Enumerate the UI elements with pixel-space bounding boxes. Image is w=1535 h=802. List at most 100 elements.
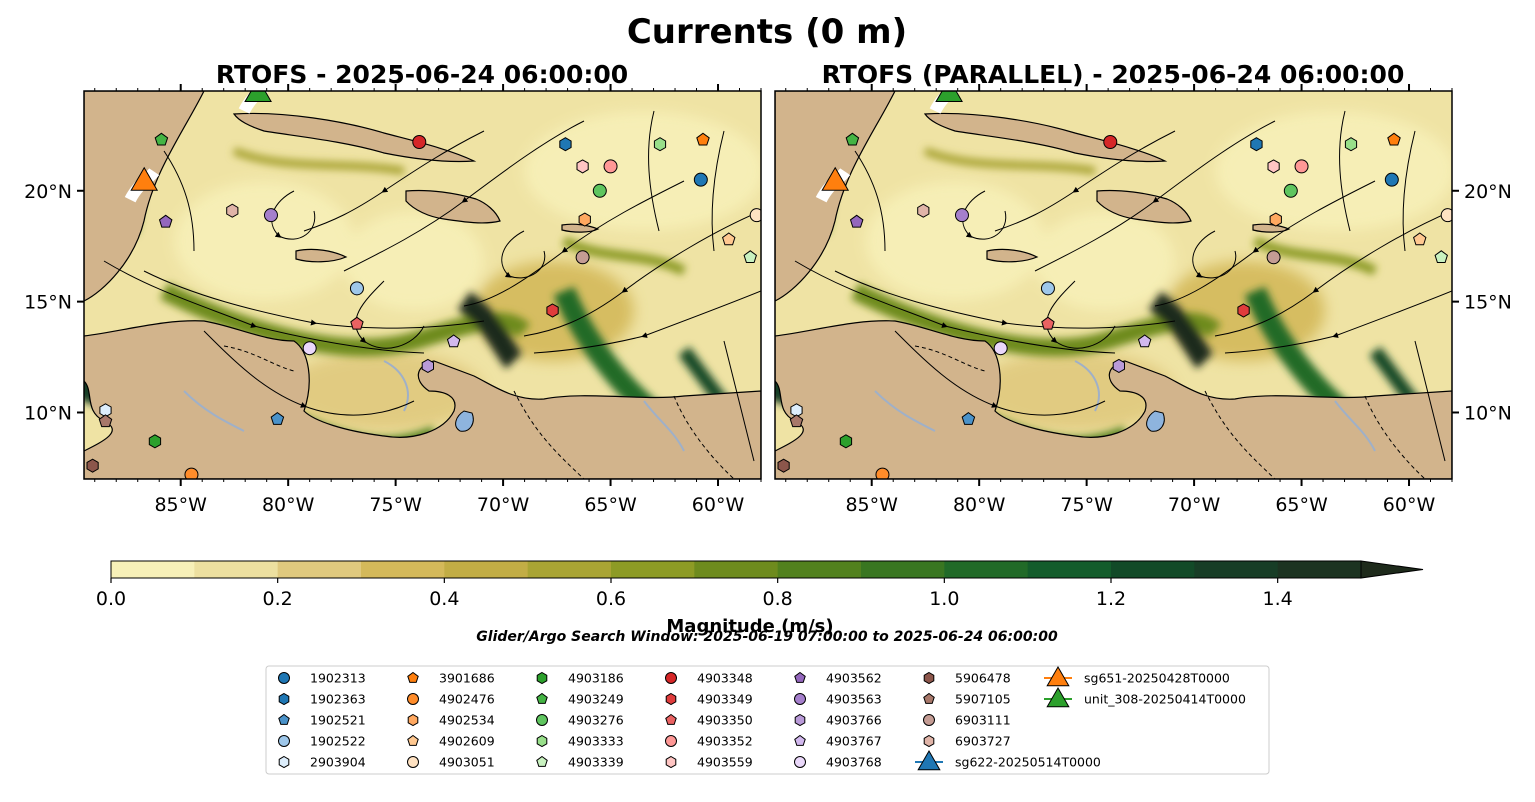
float-4903348 — [412, 134, 427, 149]
legend-entry: 5907105 — [923, 692, 1011, 707]
legend-label: 1902521 — [310, 713, 366, 728]
legend-label: 6903111 — [955, 713, 1011, 728]
colorbar-bin — [861, 561, 945, 578]
float-4903051 — [1440, 208, 1452, 223]
legend-entry: unit_308-20250414T0000 — [1044, 686, 1246, 708]
float-4903186 — [839, 434, 853, 449]
legend-marker — [923, 714, 935, 726]
float-4902476 — [875, 467, 890, 479]
lon-tick-label-right: 70°W — [1168, 494, 1221, 516]
lon-tick-label-right: 65°W — [1275, 494, 1328, 516]
colorbar-tick-label: 0.4 — [429, 588, 459, 610]
colorbar-bin — [277, 561, 362, 578]
legend-marker — [923, 671, 935, 685]
map-frame-right — [774, 90, 1453, 480]
legend-label: 4903767 — [826, 734, 882, 749]
float-4903276 — [592, 183, 607, 198]
legend-label: 1902522 — [310, 734, 366, 749]
legend-marker — [407, 693, 419, 705]
lat-tick-label-left: 20°N — [24, 181, 72, 203]
float-3901686 — [1387, 132, 1401, 146]
colorbar-tick-label: 0.6 — [596, 588, 626, 610]
lon-tick-label-right: 85°W — [845, 494, 898, 516]
float-4903563 — [263, 208, 278, 223]
float-4903768 — [302, 341, 317, 356]
glider-sg651-20250428T0000 — [821, 166, 850, 191]
float-6903727 — [917, 203, 930, 218]
legend-label: 4903051 — [439, 755, 495, 770]
float-markers-right — [777, 91, 1452, 479]
float-1902521 — [961, 411, 976, 425]
lon-tick-label-left: 80°W — [262, 494, 315, 516]
lat-tick-label-right: 10°N — [1464, 402, 1512, 424]
float-4903249 — [845, 132, 860, 146]
float-markers-left — [86, 91, 761, 479]
lon-tick-label-left: 75°W — [369, 494, 422, 516]
legend-entry: 1902522 — [278, 734, 366, 749]
legend-entry: 3901686 — [407, 671, 495, 686]
float-4902534 — [1269, 212, 1282, 227]
legend-entry: 2903904 — [278, 755, 366, 770]
legend-entry: 6903727 — [923, 734, 1011, 749]
float-5906478 — [86, 458, 99, 473]
legend-marker — [1046, 665, 1070, 687]
colorbar-bin — [1027, 561, 1112, 578]
lat-tick-label-right: 20°N — [1464, 181, 1512, 203]
legend-label: 4903348 — [697, 671, 753, 686]
glider-unit_308-20250414T0000 — [935, 91, 963, 102]
legend-marker — [665, 692, 677, 706]
float-4902534 — [578, 212, 591, 227]
legend-marker — [278, 755, 290, 769]
legend-entry: 4903563 — [794, 692, 882, 707]
lon-tick-label-right: 60°W — [1383, 494, 1436, 516]
colorbar-bin — [194, 561, 279, 578]
float-4903350 — [1041, 316, 1055, 330]
legend-marker — [923, 734, 935, 748]
float-4903559 — [1267, 159, 1280, 174]
legend-entry: 4903276 — [536, 713, 624, 728]
float-4903276 — [1283, 183, 1298, 198]
legend-marker — [794, 671, 806, 683]
legend-entry: 5906478 — [923, 671, 1011, 686]
float-4903563 — [954, 208, 969, 223]
glider-sg651-20250428T0000 — [130, 166, 159, 191]
legend-marker — [665, 713, 677, 725]
lon-tick-label-right: 75°W — [1060, 494, 1113, 516]
legend-entry: 4903352 — [665, 734, 753, 749]
float-4902609 — [1413, 232, 1427, 246]
float-4902476 — [184, 467, 199, 479]
legend-entry: 4903767 — [794, 734, 882, 749]
float-1902313 — [1384, 172, 1399, 187]
legend-label: 5907105 — [955, 692, 1011, 707]
legend-label: 4903559 — [697, 755, 753, 770]
colorbar: 0.0 0.2 0.4 0.6 0.8 1.0 1.2 1.4 — [96, 560, 1424, 610]
float-4903768 — [993, 341, 1008, 356]
colorbar-bin — [527, 561, 612, 578]
legend-marker — [278, 692, 290, 706]
legend-entry: 4903333 — [536, 734, 624, 749]
float-1902522 — [1040, 281, 1055, 296]
float-1902313 — [693, 172, 708, 187]
colorbar-label: Magnitude (m/s) — [666, 616, 833, 637]
lat-tick-label-left: 15°N — [24, 292, 72, 314]
legend-entry: 6903111 — [923, 713, 1011, 728]
legend-label: 4902476 — [439, 692, 495, 707]
legend-entry: 4903348 — [665, 671, 753, 686]
legend-label: 4903276 — [568, 713, 624, 728]
legend-label: 4903333 — [568, 734, 624, 749]
float-1902522 — [349, 281, 364, 296]
legend-entry: 4903768 — [794, 755, 882, 770]
float-4903339 — [1434, 250, 1448, 263]
legend-label: 4902534 — [439, 713, 495, 728]
float-6903111 — [1266, 250, 1281, 265]
legend-label: sg622-20250514T0000 — [955, 755, 1101, 770]
colorbar-tick-label: 1.0 — [929, 588, 959, 610]
float-4903350 — [350, 316, 364, 330]
float-4903249 — [154, 132, 169, 146]
colorbar-bin — [1194, 561, 1279, 578]
legend: 1902313 1902363 1902521 1902522 2903904 39016… — [265, 665, 1270, 775]
legend-label: 4903768 — [826, 755, 882, 770]
legend-entry: 4903186 — [536, 671, 624, 686]
legend-marker — [278, 672, 290, 684]
legend-label: 4903352 — [697, 734, 753, 749]
